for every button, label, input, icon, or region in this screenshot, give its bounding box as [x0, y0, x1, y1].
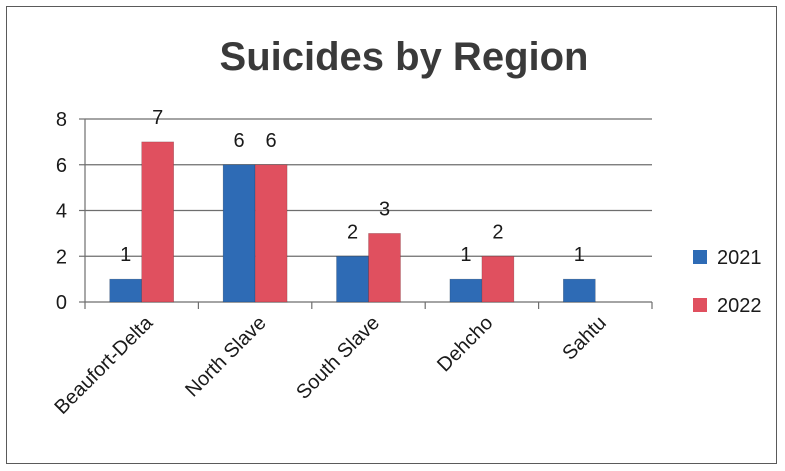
bar-north-slave-2021 — [222, 164, 256, 303]
x-tick-label-dehcho: Dehcho — [433, 312, 497, 376]
data-label-south-slave-2021: 2 — [347, 221, 358, 243]
bar-north-slave-2022 — [254, 164, 288, 303]
y-tick-label-4: 4 — [56, 201, 67, 223]
bar-sahtu-2021 — [562, 278, 596, 303]
bar-dehcho-2021 — [449, 278, 483, 303]
bar-south-slave-2021 — [336, 255, 369, 303]
x-tick-label-sahtu: Sahtu — [558, 312, 611, 365]
data-label-north-slave-2021: 6 — [234, 130, 245, 152]
y-tick-label-0: 0 — [56, 292, 67, 314]
bars — [109, 141, 596, 303]
chart-title: Suicides by Region — [220, 35, 589, 79]
legend-swatch-2022 — [693, 298, 707, 312]
data-label-beaufort-delta-2022: 7 — [152, 107, 163, 129]
data-label-beaufort-delta-2021: 1 — [120, 244, 131, 266]
y-tick-label-8: 8 — [56, 109, 67, 131]
bar-south-slave-2022 — [368, 233, 401, 303]
y-tick-label-2: 2 — [56, 246, 67, 268]
bar-dehcho-2022 — [481, 255, 515, 303]
bar-beaufort-delta-2022 — [141, 141, 174, 303]
data-label-south-slave-2022: 3 — [379, 198, 390, 220]
data-label-north-slave-2022: 6 — [266, 130, 277, 152]
y-tick-label-6: 6 — [56, 155, 67, 177]
data-label-sahtu-2021: 1 — [574, 244, 585, 266]
legend: 2021 2022 — [693, 247, 762, 317]
legend-swatch-2021 — [693, 250, 707, 264]
data-label-dehcho-2021: 1 — [460, 244, 471, 266]
data-label-dehcho-2022: 2 — [492, 221, 503, 243]
x-tick-label-south-slave: South Slave — [292, 312, 384, 404]
x-tick-label-beaufort-delta: Beaufort-Delta — [50, 311, 157, 418]
legend-label-2022: 2022 — [717, 295, 762, 317]
legend-label-2021: 2021 — [717, 247, 762, 269]
x-tick-label-north-slave: North Slave — [181, 312, 270, 401]
bar-beaufort-delta-2021 — [109, 278, 142, 303]
